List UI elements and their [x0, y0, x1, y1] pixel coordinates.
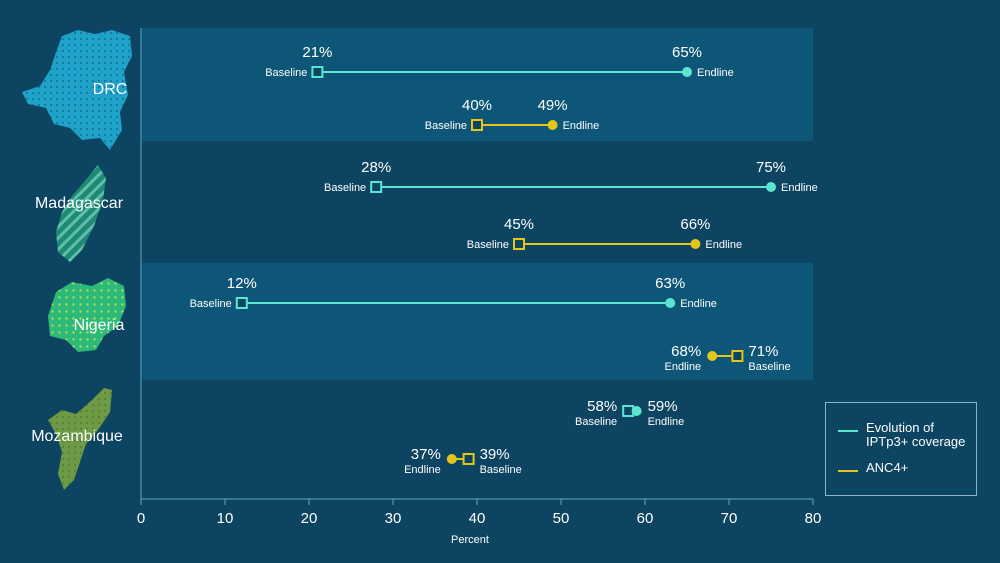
dumbbell-row: 12% 63% Baseline Endline: [190, 275, 717, 310]
baseline-value-label: 12%: [227, 275, 257, 292]
baseline-tag: Baseline: [324, 182, 366, 194]
baseline-marker: [471, 119, 483, 131]
baseline-tag: Baseline: [425, 120, 467, 132]
legend: Evolution of IPTp3+ coverage ANC4+: [825, 402, 977, 496]
baseline-tag: Baseline: [575, 416, 617, 428]
endline-tag: Endline: [648, 416, 685, 428]
dumbbell-row: 58%Baseline 59%Endline: [575, 398, 684, 428]
endline-tag: Endline: [781, 182, 818, 194]
x-tick-label: 60: [637, 510, 654, 527]
endline-value-label: 63%: [655, 275, 685, 292]
country-label-drc: DRC: [93, 81, 128, 98]
baseline-value-label: 71%: [748, 343, 778, 360]
baseline-marker: [513, 238, 525, 250]
x-tick-label: 20: [301, 510, 318, 527]
endline-tag: Endline: [680, 298, 717, 310]
country-label-mozambique: Mozambique: [31, 428, 123, 445]
baseline-marker: [311, 66, 324, 78]
dumbbell-row: 71%Baseline 68%Endline: [664, 343, 790, 373]
dumbbell-row: 45% 66% Baseline Endline: [467, 216, 742, 251]
endline-tag: Endline: [563, 120, 600, 132]
baseline-tag: Baseline: [467, 239, 509, 251]
x-tick-label: 0: [137, 510, 145, 527]
legend-item-anc4: ANC4+: [838, 461, 976, 475]
baseline-value-label: 40%: [462, 97, 492, 114]
endline-tag: Endline: [404, 464, 441, 476]
baseline-tag: Baseline: [265, 67, 307, 79]
chart-marks: 21% 65% Baseline Endline 40% 49% Baseline Endli…: [190, 44, 818, 476]
drc-map-icon: [22, 30, 132, 150]
endline-marker: [446, 454, 457, 464]
endline-marker: [766, 182, 776, 192]
band-madagascar: [141, 142, 813, 262]
legend-swatch-iptp3: [838, 430, 858, 432]
baseline-marker: [370, 181, 383, 193]
endline-value-label: 75%: [756, 159, 786, 176]
baseline-marker: [731, 350, 744, 362]
endline-marker: [707, 351, 718, 361]
endline-tag: Endline: [697, 67, 734, 79]
endline-marker: [665, 298, 676, 308]
baseline-value-label: 21%: [302, 44, 332, 61]
baseline-tag: Baseline: [748, 361, 790, 373]
baseline-marker: [462, 453, 475, 465]
endline-marker: [631, 406, 642, 416]
baseline-value-label: 45%: [504, 216, 534, 233]
endline-value-label: 37%: [411, 446, 441, 463]
baseline-value-label: 58%: [587, 398, 617, 415]
country-label-madagascar: Madagascar: [35, 195, 124, 212]
dumbbell-row: 21% 65% Baseline Endline: [265, 44, 734, 79]
legend-item-iptp3: Evolution of IPTp3+ coverage: [838, 421, 976, 449]
madagascar-map-icon: [56, 165, 106, 262]
x-tick-label: 10: [217, 510, 234, 527]
band-nigeria: [141, 263, 813, 380]
country-label-nigeria: Nigeria: [74, 317, 125, 334]
nigeria-map-icon: [48, 278, 126, 352]
x-tick-label: 30: [385, 510, 402, 527]
mozambique-map-icon: [48, 388, 112, 490]
endline-tag: Endline: [705, 239, 742, 251]
x-axis-ticks: 0 10 20 30 40 50 60 70 80: [137, 499, 822, 527]
endline-value-label: 66%: [680, 216, 710, 233]
endline-value-label: 49%: [538, 97, 568, 114]
endline-value-label: 65%: [672, 44, 702, 61]
x-tick-label: 70: [721, 510, 738, 527]
x-tick-label: 40: [469, 510, 486, 527]
endline-marker: [547, 120, 558, 130]
endline-value-label: 68%: [671, 343, 701, 360]
endline-marker: [690, 239, 701, 249]
dumbbell-row: 28% 75% Baseline Endline: [324, 159, 818, 194]
x-tick-label: 80: [805, 510, 822, 527]
legend-label-anc4: ANC4+: [866, 460, 909, 475]
x-tick-label: 50: [553, 510, 570, 527]
endline-value-label: 59%: [648, 398, 678, 415]
baseline-value-label: 39%: [480, 446, 510, 463]
dumbbell-row: 39%Baseline 37%Endline: [404, 446, 522, 476]
legend-swatch-anc4: [838, 470, 858, 472]
baseline-tag: Baseline: [190, 298, 232, 310]
baseline-tag: Baseline: [480, 464, 522, 476]
x-axis-title: Percent: [451, 534, 489, 546]
dumbbell-row: 40% 49% Baseline Endline: [425, 97, 600, 132]
endline-tag: Endline: [664, 361, 701, 373]
baseline-marker: [235, 297, 248, 309]
legend-label-iptp3: Evolution of IPTp3+ coverage: [866, 420, 966, 449]
endline-marker: [682, 67, 692, 77]
baseline-value-label: 28%: [361, 159, 391, 176]
